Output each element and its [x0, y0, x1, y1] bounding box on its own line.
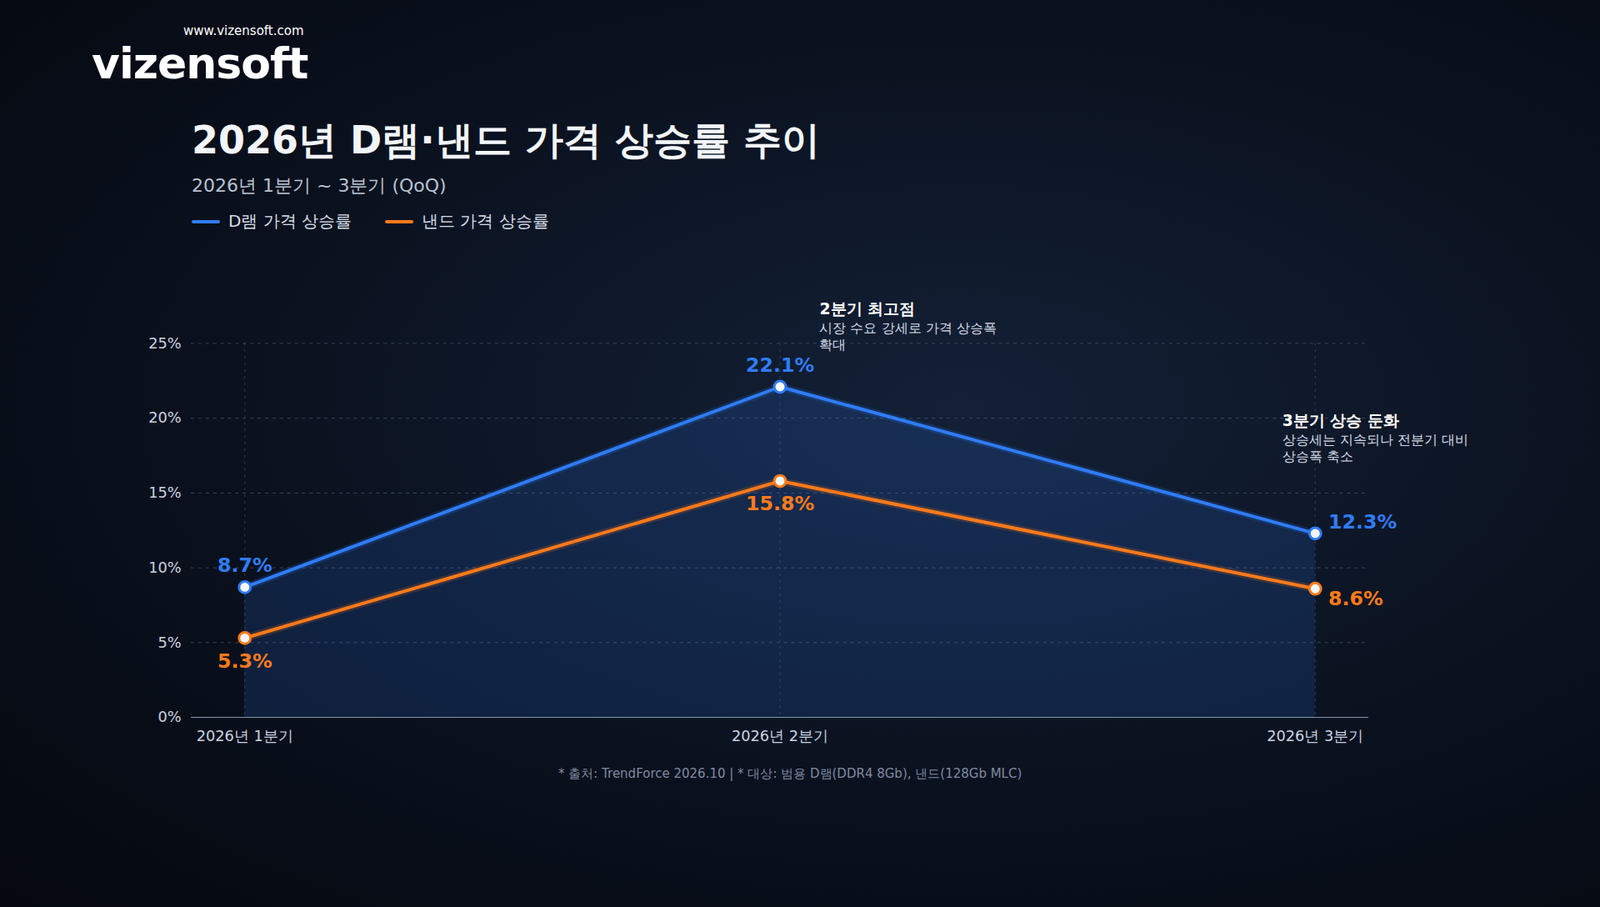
svg-text:2026년 3분기: 2026년 3분기	[1266, 726, 1364, 745]
svg-text:20%: 20%	[148, 408, 182, 426]
svg-text:5.3%: 5.3%	[217, 649, 273, 673]
svg-text:10%: 10%	[148, 558, 182, 576]
svg-text:8.7%: 8.7%	[217, 553, 273, 577]
svg-text:2분기 최고점: 2분기 최고점	[819, 300, 915, 318]
svg-text:25%: 25%	[148, 334, 182, 352]
html-text:* 출처: TrendForce 2026.10 | * 대: * 출처: TrendForce 2026.10 | * 대상: 범용 D램(D…	[558, 766, 1022, 782]
svg-text:2026년 2분기: 2026년 2분기	[731, 726, 829, 745]
svg-text:12.3%: 12.3%	[1328, 510, 1397, 534]
html-text:2026년 D램·낸드 가격 상승률 추이: 2026년 D램·낸드 가격 상승률 추이	[191, 117, 820, 163]
svg-text:시장 수요 강세로 가격 상승폭확대: 시장 수요 강세로 가격 상승폭확대	[819, 320, 996, 353]
svg-text:2026년 1분기: 2026년 1분기	[196, 726, 294, 745]
svg-text:15%: 15%	[148, 483, 182, 501]
svg-text:3분기 상승 둔화: 3분기 상승 둔화	[1282, 411, 1400, 430]
html-text:2026년 1분기 ~ 3분기 (QoQ): 2026년 1분기 ~ 3분기 (QoQ)	[191, 175, 447, 196]
svg-text:8.6%: 8.6%	[1328, 586, 1384, 610]
html-text:낸드 가격 상승률: 낸드 가격 상승률	[421, 210, 549, 231]
svg-text:상승세는 지속되나 전분기 대비상승폭 축소: 상승세는 지속되나 전분기 대비상승폭 축소	[1282, 431, 1469, 465]
svg-text:5%: 5%	[158, 633, 182, 651]
svg-text:15.8%: 15.8%	[745, 491, 815, 515]
html-text:D램 가격 상승률: D램 가격 상승률	[228, 210, 352, 231]
html-text:www.vizensoft.com: www.vizensoft.com	[183, 23, 304, 39]
svg-text:0%: 0%	[158, 707, 182, 725]
html-text:vizensoft: vizensoft	[91, 38, 308, 89]
svg-text:22.1%: 22.1%	[745, 353, 815, 377]
